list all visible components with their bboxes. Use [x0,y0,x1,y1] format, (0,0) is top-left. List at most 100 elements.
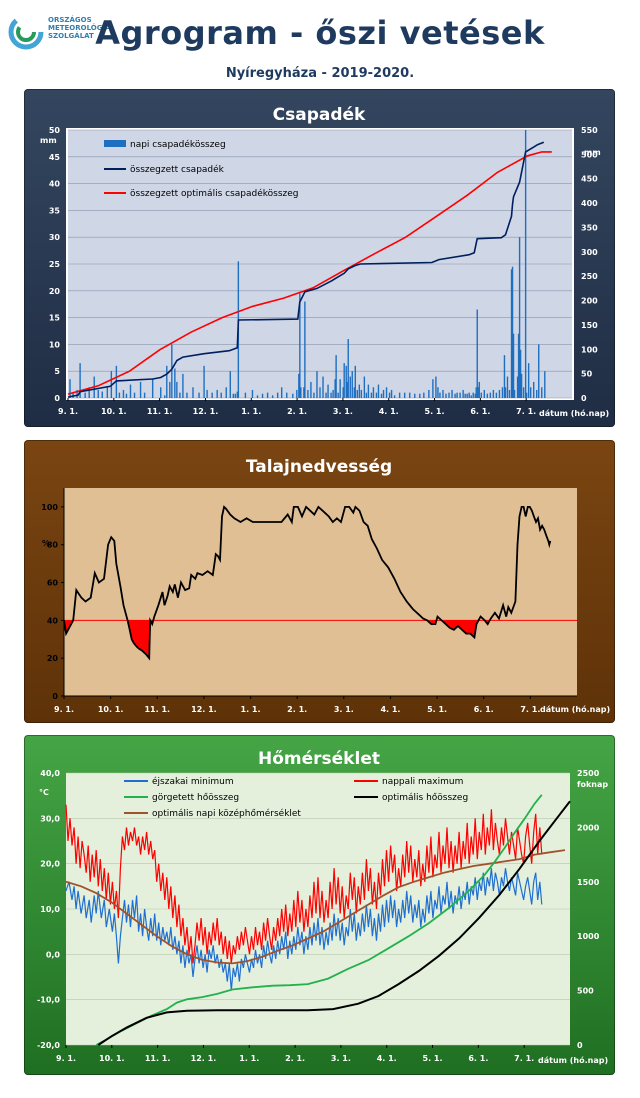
precip-daily-bar [466,393,468,398]
temp-xtick-label: 11. 1. [145,1054,171,1063]
precip-daily-bar [125,393,128,398]
precip-daily-bar [261,393,264,398]
precip-daily-bar [186,392,188,398]
precip-daily-bar [501,387,504,398]
logo-line-1: ORSZÁGOS [48,16,92,24]
precip-xtick-label: 9. 1. [58,407,78,416]
temp-y2label: foknap [577,780,608,789]
precip-daily-bar [139,381,142,398]
temp-xlabel: dátum (hó.nap) [538,1055,608,1065]
precip-daily-bar [347,339,349,398]
precip-daily-bar [342,387,344,398]
temp-xtick-label: 6. 1. [468,1054,488,1063]
precip-daily-bar [164,395,166,398]
soil-moisture-panel: Talajnedvesség 0 20 40 60 80 100 9. 1. 10. 1. 11… [24,440,615,723]
temp-ytick-label: 10,0 [40,905,60,914]
header: ORSZÁGOS METEOROLÓGIAI SZOLGÁLAT Agrogra… [0,0,640,90]
precip-daily-bar [492,389,495,398]
precip-daily-bar [382,389,385,398]
logo-line-2: METEOROLÓGIAI [48,24,114,32]
precip-daily-bar [313,392,315,398]
precip-daily-bar [468,392,470,398]
precip-daily-bar [377,384,380,398]
precip-daily-bar [516,376,519,398]
logo-text: ORSZÁGOS METEOROLÓGIAI SZOLGÁLAT [48,16,128,40]
soil-chart-title: Talajnedvesség [246,457,392,477]
precip-daily-bar [363,376,366,398]
precip-daily-bar [232,393,235,398]
precip-y2tick-label: 450 [581,175,598,184]
precip-xtick-label: 6. 1. [470,407,490,416]
temp-legend: éjszakai minimum nappali maximum görgete… [124,776,468,819]
precip-chart: Csapadék 0510152025303540455005010015020… [40,105,609,418]
soil-xtick-label: 2. 1. [287,705,307,714]
precip-daily-bar [414,393,416,398]
temp-xtick-label: 1. 1. [239,1054,259,1063]
precip-daily-bar [229,371,231,398]
precip-daily-bar [538,344,540,398]
precip-daily-bar [524,130,527,398]
soil-moisture-chart: Talajnedvesség 0 20 40 60 80 100 9. 1. 10. 1. 11… [41,457,610,714]
precip-daily-bar [97,389,99,398]
precip-daily-bar [220,392,222,398]
temp-xtick-label: 7. 1. [514,1054,534,1063]
precip-daily-bar [216,389,218,398]
precip-daily-bar [339,379,341,398]
precip-daily-bar [495,392,498,398]
precip-daily-bar [522,387,525,398]
precip-daily-bar [385,387,388,398]
temp-ytick-label: 20,0 [40,860,60,869]
precip-daily-bar [475,387,477,398]
precip-daily-bar [518,237,521,398]
precip-ytick-label: 30 [49,233,61,242]
temp-ylabel: °C [39,788,49,797]
precip-daily-bar [388,392,391,398]
precip-daily-bar [536,389,538,398]
soil-xtick-label: 11. 1. [144,705,170,714]
precip-ytick-label: 15 [49,314,61,323]
temp-xtick-label: 12. 1. [191,1054,217,1063]
precip-y2tick-label: 200 [581,297,598,306]
precip-ytick-label: 40 [49,180,61,189]
soil-deficit-area [127,620,151,659]
legend-label-optimal-precip: összegzett optimális csapadékösszeg [130,188,299,199]
precip-daily-bar [510,269,513,398]
soil-ytick-label: 40 [47,616,59,625]
precip-daily-bar [160,387,162,398]
precip-daily-bar [192,387,194,398]
precip-daily-bar [332,389,334,398]
precip-daily-bar [472,392,474,398]
precip-daily-bar [151,379,154,398]
soil-xtick-label: 5. 1. [427,705,447,714]
soil-ytick-label: 60 [47,579,59,588]
precip-y2tick-label: 550 [581,126,598,135]
legend-label-cumulative-precip: összegzett csapadék [130,164,225,175]
precip-y2tick-label: 350 [581,223,598,232]
precip-daily-bar [478,381,480,398]
precip-daily-bar [182,373,184,398]
precip-daily-bar [356,389,358,398]
optimal-mean-temp-line [65,849,566,965]
precip-daily-bar [307,389,309,398]
precip-daily-bar [519,349,522,398]
precip-daily-bar [225,387,227,398]
precip-ytick-label: 10 [49,340,61,349]
legend-label-t-min: éjszakai minimum [152,776,234,787]
precip-y2tick-label: 50 [581,370,593,379]
precip-ylabel: mm [40,136,57,145]
legend-label-optimal-mean: optimális napi középhőmérséklet [152,808,301,819]
precip-ytick-label: 50 [49,126,61,135]
temp-ytick-label: 30,0 [40,814,60,823]
temp-y2tick-label: 2000 [577,823,600,832]
temp-xtick-label: 9. 1. [56,1054,76,1063]
temp-chart-title: Hőmérséklet [258,749,380,769]
temp-y2tick-label: 2500 [577,769,600,778]
precip-daily-bar [69,379,71,398]
optimal-precip-line [67,151,552,395]
precip-daily-bar [354,365,356,398]
precip-daily-bar [101,391,103,398]
precip-daily-bar [251,389,254,398]
temp-ytick-label: 40,0 [40,769,60,778]
precip-daily-bar [454,393,456,398]
precip-y2tick-label: 250 [581,272,598,281]
